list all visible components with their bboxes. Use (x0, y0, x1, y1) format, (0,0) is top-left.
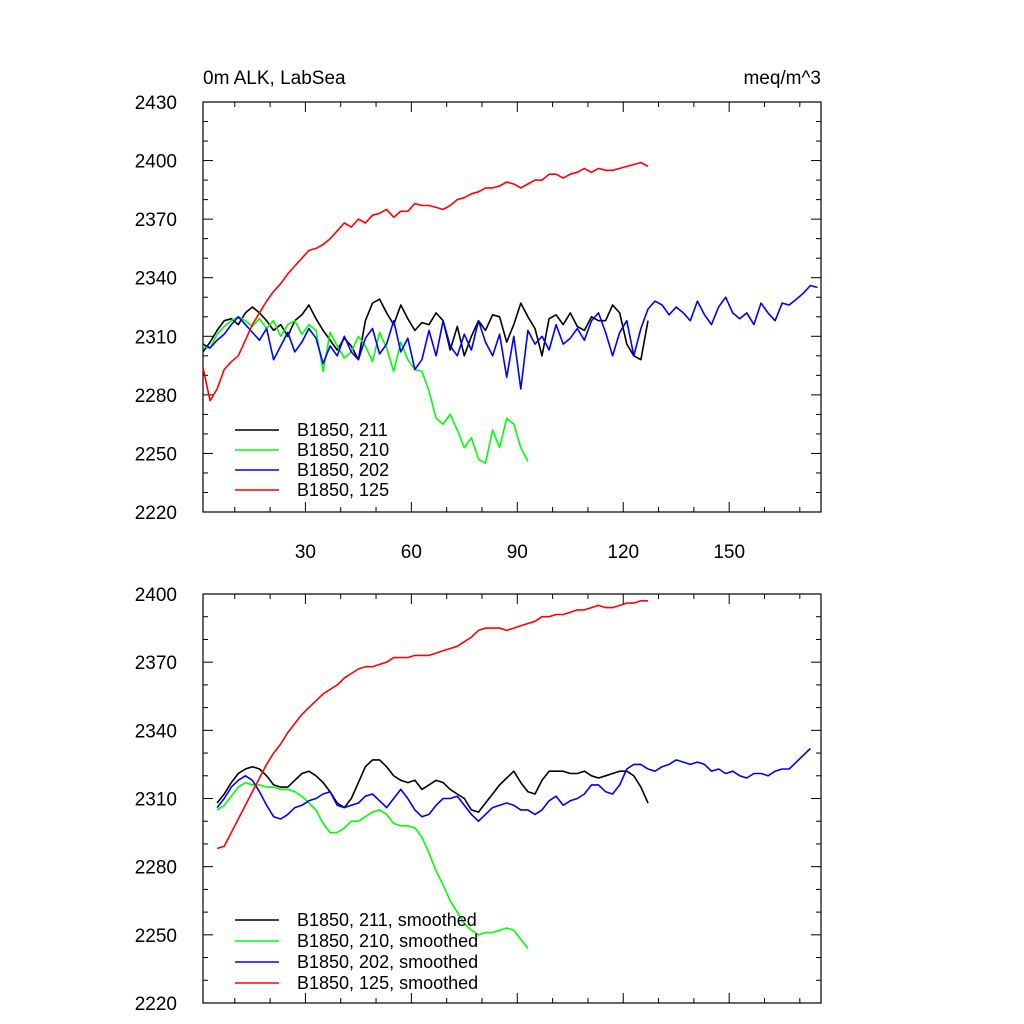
y-tick-label: 2310 (135, 327, 177, 348)
y-tick-label: 2430 (135, 93, 177, 114)
x-tick-label: 30 (295, 542, 316, 563)
y-tick-label: 2370 (135, 210, 177, 231)
y-tick-label: 2250 (135, 926, 177, 947)
plot-frame (202, 101, 822, 513)
y-tick-label: 2340 (135, 269, 177, 290)
series-line-2 (216, 781, 529, 949)
y-tick-label: 2280 (135, 858, 177, 879)
y-tick-label: 2220 (135, 994, 177, 1015)
x-tick-label: 150 (713, 542, 745, 563)
y-tick-label: 2250 (135, 444, 177, 465)
plot-frame (202, 593, 822, 1004)
y-tick-label: 2400 (135, 152, 177, 173)
legend-label: B1850, 202 (297, 460, 389, 480)
series-line-3 (202, 284, 818, 390)
y-tick-label: 2400 (135, 585, 177, 606)
series-line-3 (216, 747, 811, 823)
chart-title-left: 0m ALK, LabSea (203, 68, 346, 89)
y-tick-label: 2370 (135, 653, 177, 674)
legend-label: B1850, 202, smoothed (297, 952, 478, 972)
legend-label: B1850, 211 (297, 420, 388, 440)
y-tick-label: 2280 (135, 386, 177, 407)
legend-label: B1850, 125, smoothed (297, 973, 478, 993)
y-tick-label: 2340 (135, 721, 177, 742)
legend-label: B1850, 211, smoothed (297, 910, 477, 930)
x-tick-label: 90 (507, 542, 528, 563)
legend-label: B1850, 125 (297, 480, 389, 500)
x-tick-label: 120 (607, 542, 639, 563)
top-chart-panel: 30 60 90 120 150 2220 2250 2280 2310 2340 2370 2400… (135, 93, 822, 563)
chart-title-right: meq/m^3 (743, 68, 821, 89)
y-tick-label: 2310 (135, 790, 177, 811)
series-line-4 (202, 161, 649, 402)
legend-label: B1850, 210 (297, 440, 389, 460)
x-tick-label: 60 (401, 542, 422, 563)
series-line-2 (202, 315, 529, 465)
y-tick-label: 2220 (135, 503, 177, 524)
series-line-1 (216, 759, 649, 813)
bottom-chart-panel: 2220 2250 2280 2310 2340 2370 2400 B1850, 211, … (135, 585, 822, 1015)
legend-label: B1850, 210, smoothed (297, 931, 478, 951)
series-line-4 (216, 599, 648, 850)
series-line-1 (202, 298, 649, 361)
